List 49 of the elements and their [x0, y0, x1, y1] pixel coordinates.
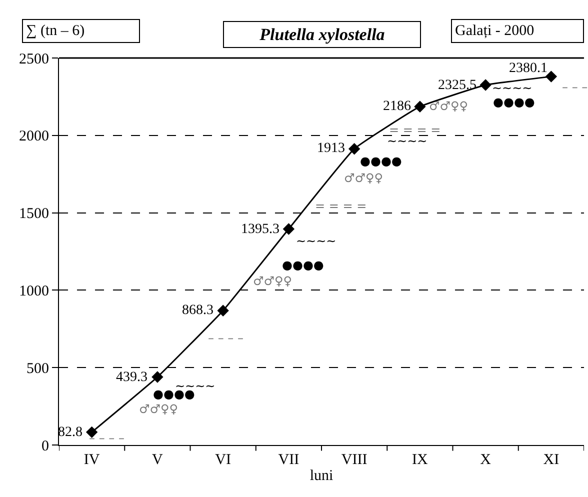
chart-subtitle: Galați - 2000: [455, 23, 534, 39]
point: [152, 371, 164, 383]
annotation: – – –: [562, 80, 588, 94]
y-tick-label: 2000: [19, 128, 49, 145]
point: [86, 426, 98, 438]
point: [414, 100, 426, 112]
x-tick-label: X: [480, 452, 492, 468]
annotation: ●●●●: [360, 154, 402, 168]
x-tick-label: VII: [278, 452, 300, 468]
data-label: 2325.5: [438, 78, 476, 93]
y-tick-label: 1500: [19, 206, 49, 222]
y-axis-title: ∑ (tn – 6): [26, 23, 85, 39]
point: [217, 304, 229, 316]
annotation: ~~~~: [387, 134, 428, 148]
y-tick-label: 2500: [19, 51, 49, 68]
y-tick-label: 1000: [19, 283, 49, 300]
annotation: ♂♂♀♀: [429, 99, 468, 113]
x-tick-label: VIII: [341, 452, 368, 468]
y-tick-label: 500: [26, 360, 49, 377]
annotation: – – – –: [208, 331, 244, 345]
annotation: ~~~~: [492, 81, 532, 95]
annotation: ♂♂♀♀: [253, 274, 292, 288]
data-label: 439.3: [116, 370, 148, 385]
x-axis-title: luni: [310, 468, 334, 484]
x-tick-label: XI: [543, 452, 560, 468]
chart-title: Plutella xylostella: [258, 25, 386, 44]
point: [282, 223, 295, 235]
point: [348, 143, 360, 155]
annotation: = = = =: [389, 123, 441, 137]
data-label: 82.8: [58, 425, 82, 440]
point: [480, 79, 492, 91]
annotation: ●●●●: [282, 258, 324, 272]
annotation: – – – –: [89, 431, 124, 445]
annotation: = = = =: [315, 199, 367, 213]
data-label: 868.3: [182, 303, 214, 318]
data-label: 1913: [317, 141, 345, 156]
data-label: 1395.3: [241, 222, 280, 237]
x-tick-label: V: [152, 452, 164, 468]
point: [545, 70, 558, 82]
annotation: ♂♂♀♀: [344, 171, 384, 185]
annotation: ♂♂♀♀: [139, 402, 178, 416]
data-label: 2380.1: [509, 61, 548, 76]
x-tick-label: VI: [215, 452, 231, 468]
data-label: 2186: [383, 99, 411, 114]
x-tick-label: IX: [412, 452, 428, 468]
annotation: ●●●●: [493, 95, 535, 109]
x-tick-label: IV: [84, 452, 100, 468]
y-tick-label: 0: [42, 438, 49, 454]
annotation: ~~~~: [296, 234, 336, 248]
